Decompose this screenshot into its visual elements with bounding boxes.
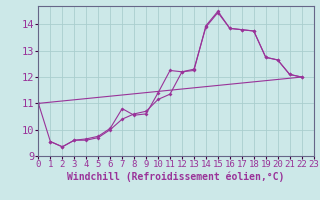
X-axis label: Windchill (Refroidissement éolien,°C): Windchill (Refroidissement éolien,°C): [67, 172, 285, 182]
